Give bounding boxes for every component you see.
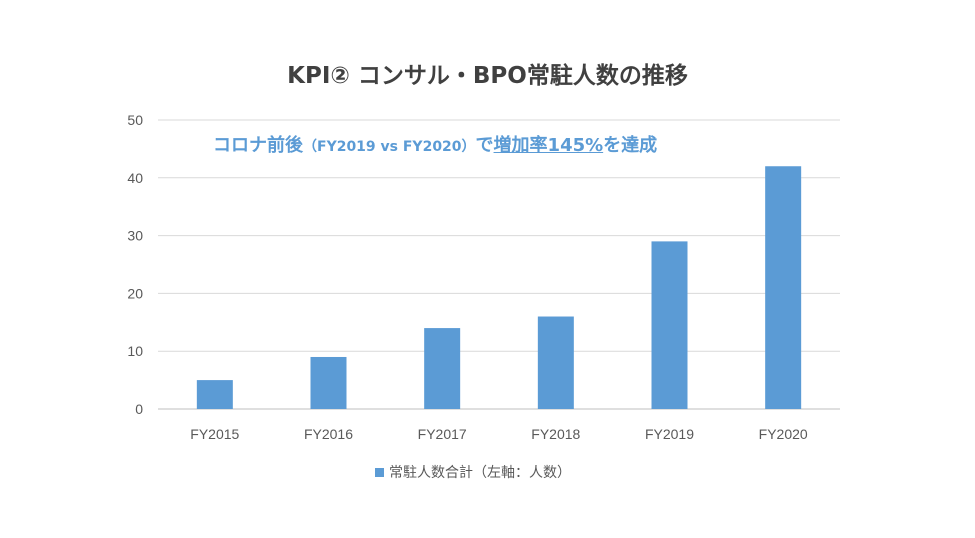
x-tick-label: FY2018	[531, 426, 580, 442]
x-tick-label: FY2015	[190, 426, 239, 442]
legend-swatch	[375, 467, 384, 477]
annotation-highlight: 増加率145%	[493, 135, 604, 156]
bar-FY2017	[424, 328, 461, 409]
x-tick-label: FY2019	[645, 426, 694, 442]
annotation-text-1: コロナ前後	[213, 135, 303, 156]
bar-FY2015	[196, 380, 233, 409]
chart-annotation: コロナ前後（FY2019 vs FY2020）で増加率145%を達成	[213, 131, 657, 157]
bar-series	[196, 166, 802, 409]
legend-label: 常駐人数合計（左軸：人数）	[389, 465, 571, 481]
x-tick-label: FY2020	[759, 426, 808, 442]
annotation-text-2: （FY2019 vs FY2020）	[303, 139, 476, 155]
chart-title: KPI② コンサル・BPO常駐人数の推移	[287, 63, 688, 89]
y-tick-label: 30	[127, 228, 143, 244]
legend: 常駐人数合計（左軸：人数）	[375, 462, 571, 482]
annotation-text-3: で	[475, 135, 494, 156]
y-tick-label: 10	[127, 343, 143, 359]
x-tick-label: FY2016	[304, 426, 353, 442]
y-tick-label: 20	[127, 285, 143, 301]
annotation-text-5: を達成	[603, 135, 658, 156]
bar-FY2019	[651, 241, 688, 409]
y-tick-label: 40	[127, 170, 143, 186]
x-tick-label: FY2017	[418, 426, 467, 442]
y-axis-ticks: 0 10 20 30 40 50	[127, 112, 143, 417]
y-tick-label: 0	[135, 401, 143, 417]
bar-FY2020	[765, 166, 802, 409]
x-axis-ticks: FY2015 FY2016 FY2017 FY2018 FY2019 FY2020	[190, 426, 808, 442]
bar-FY2016	[310, 356, 347, 409]
y-tick-label: 50	[127, 112, 143, 128]
bar-FY2018	[537, 316, 574, 409]
gridlines	[158, 119, 840, 410]
